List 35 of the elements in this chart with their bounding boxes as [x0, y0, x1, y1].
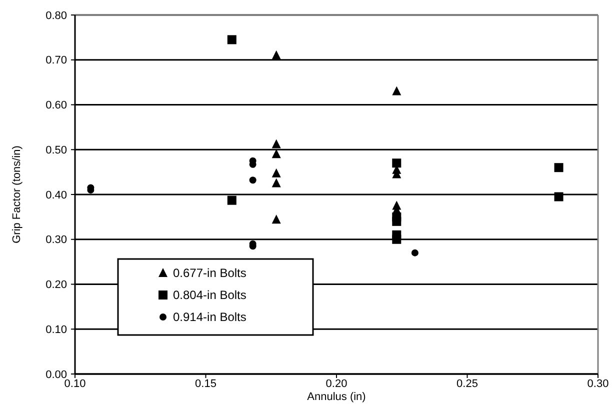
y-tick-label: 0.50: [46, 144, 67, 156]
y-tick-label: 0.00: [46, 368, 67, 381]
x-tick-label: 0.20: [326, 378, 348, 390]
point: [272, 149, 281, 158]
point: [227, 35, 236, 44]
x-tick-label: 0.25: [456, 378, 478, 390]
y-tick-label: 0.70: [46, 54, 67, 67]
y-tick-label: 0.20: [46, 279, 67, 292]
legend-label: 0.677-in Bolts: [173, 266, 246, 280]
point: [392, 158, 402, 168]
legend-label: 0.914-in Bolts: [173, 310, 246, 324]
y-axis-title: Grip Factor (tons/in): [11, 146, 23, 244]
point: [272, 50, 281, 60]
point: [392, 216, 402, 226]
legend-label: 0.804-in Bolts: [173, 288, 246, 302]
y-tick-label: 0.80: [46, 10, 67, 22]
x-tick-label: 0.15: [195, 378, 216, 390]
point: [272, 139, 281, 148]
point: [227, 196, 236, 205]
point: [411, 249, 418, 256]
y-tick-label: 0.60: [46, 100, 67, 112]
y-tick-label: 0.10: [46, 324, 67, 336]
point: [272, 178, 281, 188]
point: [554, 192, 564, 202]
point: [249, 176, 256, 184]
point: [554, 163, 564, 172]
point: [392, 86, 402, 96]
x-axis-title: Annulus (in): [307, 391, 366, 403]
y-tick-label: 0.40: [46, 189, 67, 202]
point: [272, 168, 281, 178]
point: [272, 214, 281, 224]
point: [392, 234, 402, 244]
x-tick-label: 0.10: [64, 378, 86, 390]
y-tick-label: 0.30: [46, 234, 67, 246]
x-tick-label: 0.30: [587, 378, 609, 390]
